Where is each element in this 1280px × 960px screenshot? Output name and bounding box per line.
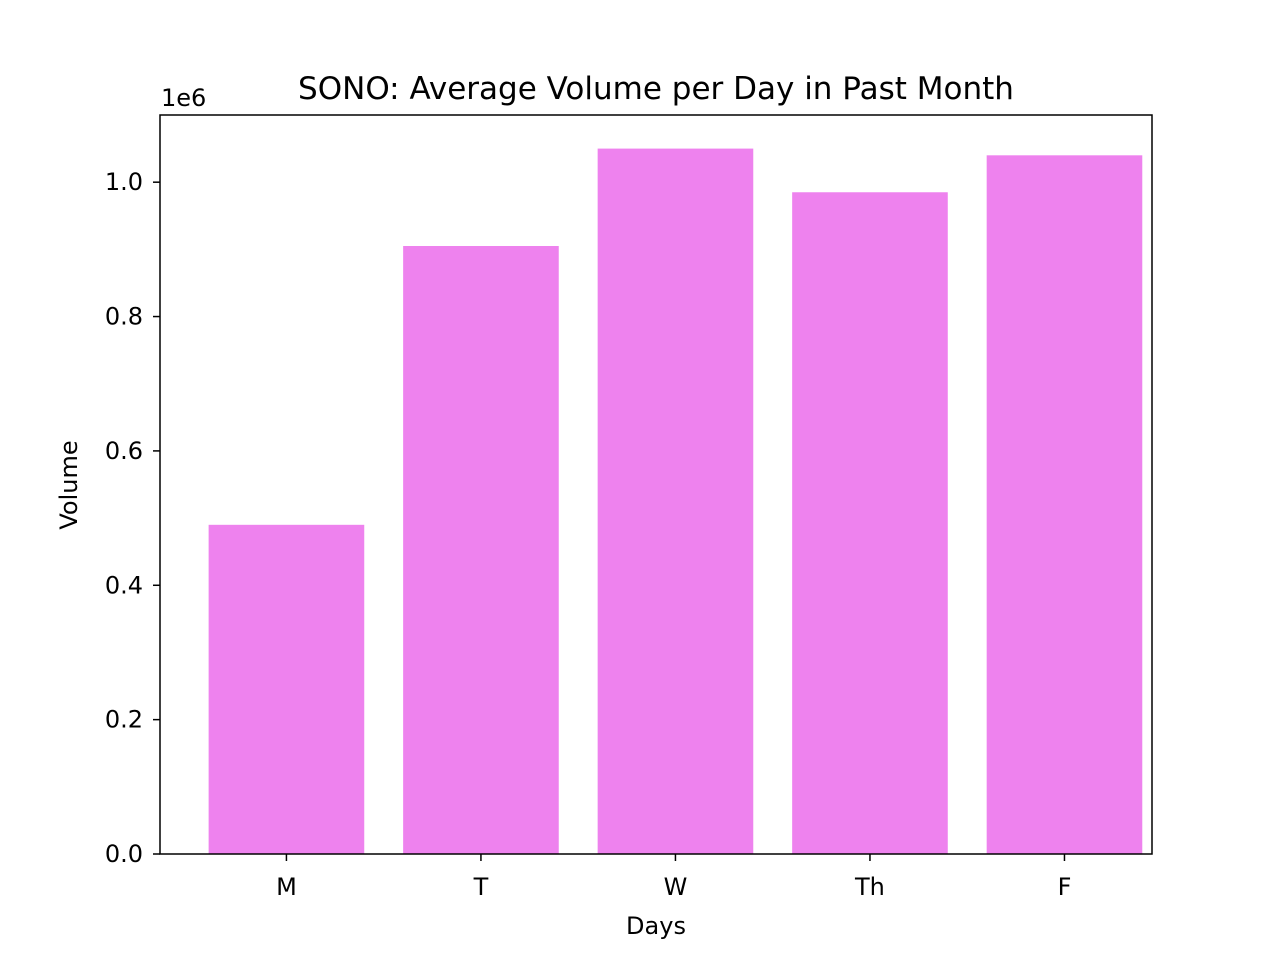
- y-tick-label: 0.8: [105, 303, 143, 331]
- y-tick-label: 0.6: [105, 437, 143, 465]
- y-axis-ticks: 0.0 0.2 0.4 0.6 0.8 1.0: [105, 168, 160, 868]
- y-axis-offset-label: 1e6: [161, 84, 206, 112]
- bar-w: [597, 148, 754, 855]
- bar-f: [986, 155, 1143, 854]
- x-axis-ticks: M T W Th F: [276, 854, 1071, 901]
- x-tick-label: Th: [854, 873, 885, 901]
- x-axis-label: Days: [626, 912, 686, 940]
- x-tick-label: F: [1058, 873, 1072, 901]
- y-tick-label: 0.4: [105, 571, 143, 599]
- y-tick-label: 0.2: [105, 706, 143, 734]
- y-axis-label: Volume: [55, 440, 83, 529]
- y-tick-label: 0.0: [105, 840, 143, 868]
- plot-area-frame: [159, 114, 1153, 855]
- x-tick-label: T: [473, 873, 489, 901]
- x-tick-label: W: [664, 873, 688, 901]
- y-tick-label: 1.0: [105, 168, 143, 196]
- bars-group: [208, 148, 1143, 855]
- bar-m: [208, 524, 365, 854]
- bar-t: [403, 246, 559, 854]
- x-tick-label: M: [276, 873, 297, 901]
- bar-th: [792, 192, 948, 854]
- chart-title: SONO: Average Volume per Day in Past Mon…: [298, 71, 1014, 107]
